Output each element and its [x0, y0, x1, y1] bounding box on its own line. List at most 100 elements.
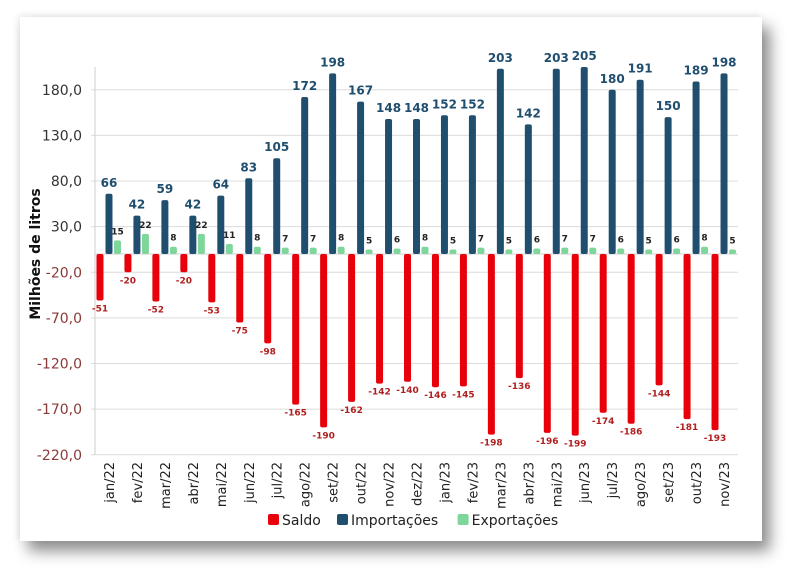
y-tick-label: 130,0 — [42, 128, 82, 144]
bar-exportacoes — [701, 246, 709, 254]
x-tick-label: jul/23 — [606, 462, 621, 499]
data-label-exportacoes: 22 — [195, 221, 208, 231]
data-label-importacoes: 167 — [348, 84, 373, 98]
bar-importacoes — [664, 117, 672, 254]
bar-saldo — [515, 254, 523, 379]
bar-importacoes — [357, 101, 365, 254]
bar-exportacoes — [337, 246, 345, 254]
data-label-saldo: -198 — [480, 439, 503, 449]
data-label-importacoes: 42 — [184, 198, 201, 212]
data-label-exportacoes: 7 — [562, 235, 568, 245]
bar-exportacoes — [365, 249, 373, 254]
data-label-saldo: -162 — [340, 406, 363, 416]
bar-exportacoes — [169, 246, 177, 254]
data-label-exportacoes: 8 — [254, 234, 260, 244]
data-label-exportacoes: 8 — [170, 234, 176, 244]
bar-saldo — [487, 254, 495, 435]
data-label-saldo: -52 — [148, 305, 164, 315]
bar-importacoes — [161, 200, 169, 254]
bar-exportacoes — [197, 233, 205, 254]
data-label-importacoes: 64 — [212, 178, 229, 192]
bar-saldo — [96, 254, 104, 301]
x-tick-label: mar/23 — [494, 462, 509, 509]
data-label-importacoes: 203 — [544, 51, 569, 65]
y-tick-label: -70,0 — [46, 311, 82, 327]
x-tick-label: fev/23 — [466, 462, 481, 503]
data-label-exportacoes: 11 — [223, 231, 236, 241]
bar-importacoes — [524, 124, 532, 254]
data-label-importacoes: 42 — [129, 198, 146, 212]
bar-exportacoes — [673, 248, 681, 254]
data-label-exportacoes: 7 — [282, 235, 288, 245]
data-label-exportacoes: 8 — [338, 234, 344, 244]
bar-exportacoes — [309, 247, 317, 254]
x-tick-label: out/23 — [690, 462, 705, 504]
x-tick-label: nov/22 — [383, 462, 398, 507]
bar-importacoes — [608, 89, 616, 254]
bar-exportacoes — [505, 249, 513, 254]
data-label-exportacoes: 6 — [534, 236, 540, 246]
data-label-saldo: -193 — [704, 434, 727, 444]
bar-exportacoes — [393, 248, 401, 254]
data-label-saldo: -199 — [564, 440, 587, 450]
bar-importacoes — [189, 215, 197, 254]
bar-importacoes — [692, 81, 700, 254]
bar-saldo — [543, 254, 551, 433]
legend-label: Importações — [351, 513, 438, 529]
bar-exportacoes — [561, 247, 569, 254]
bar-saldo — [711, 254, 719, 431]
data-label-importacoes: 150 — [656, 99, 681, 113]
data-label-importacoes: 198 — [711, 55, 736, 69]
y-tick-label: 30,0 — [51, 220, 82, 236]
bar-importacoes — [636, 79, 644, 255]
bar-exportacoes — [589, 247, 597, 254]
x-tick-label: dez/22 — [411, 462, 426, 506]
y-tick-label: 80,0 — [51, 174, 82, 190]
bar-saldo — [348, 254, 356, 402]
x-tick-label: abr/22 — [187, 462, 202, 505]
y-tick-label: -120,0 — [37, 357, 82, 373]
bar-saldo — [208, 254, 216, 303]
data-label-importacoes: 189 — [684, 64, 709, 78]
data-label-exportacoes: 5 — [450, 236, 456, 246]
bar-importacoes — [245, 178, 253, 254]
data-label-exportacoes: 15 — [111, 227, 124, 237]
data-label-exportacoes: 22 — [139, 221, 152, 231]
bar-exportacoes — [729, 249, 737, 254]
data-label-importacoes: 83 — [240, 160, 257, 174]
data-label-saldo: -20 — [176, 276, 192, 286]
data-label-saldo: -186 — [620, 428, 643, 438]
x-tick-label: jun/22 — [243, 462, 258, 504]
bar-importacoes — [273, 158, 281, 254]
bar-exportacoes — [253, 246, 261, 254]
data-label-saldo: -144 — [648, 389, 671, 399]
bar-importacoes — [440, 115, 448, 254]
bar-importacoes — [720, 73, 728, 254]
data-label-saldo: -140 — [396, 386, 419, 396]
x-tick-label: fev/22 — [131, 462, 146, 503]
data-label-importacoes: 59 — [157, 182, 174, 196]
bar-saldo — [683, 254, 691, 420]
data-label-saldo: -142 — [368, 388, 391, 398]
legend-swatch — [457, 514, 469, 525]
bar-saldo — [599, 254, 607, 413]
x-tick-label: ago/22 — [299, 462, 314, 507]
x-tick-label: mai/22 — [215, 462, 230, 507]
data-label-saldo: -174 — [592, 417, 615, 427]
data-label-saldo: -165 — [284, 409, 307, 419]
bar-saldo — [152, 254, 160, 302]
data-label-exportacoes: 8 — [422, 234, 428, 244]
data-label-importacoes: 66 — [101, 176, 118, 190]
y-tick-label: -220,0 — [37, 448, 82, 464]
bar-exportacoes — [141, 233, 149, 254]
bar-importacoes — [552, 68, 560, 254]
y-axis-label: Milhões de litros — [28, 188, 44, 319]
bars — [96, 66, 737, 436]
x-tick-label: set/22 — [327, 462, 342, 503]
legend-label: Exportações — [472, 513, 559, 529]
data-label-exportacoes: 5 — [366, 236, 372, 246]
x-tick-label: abr/23 — [522, 462, 537, 505]
data-label-importacoes: 180 — [600, 72, 625, 86]
bar-saldo — [292, 254, 300, 405]
data-label-saldo: -75 — [232, 326, 248, 336]
